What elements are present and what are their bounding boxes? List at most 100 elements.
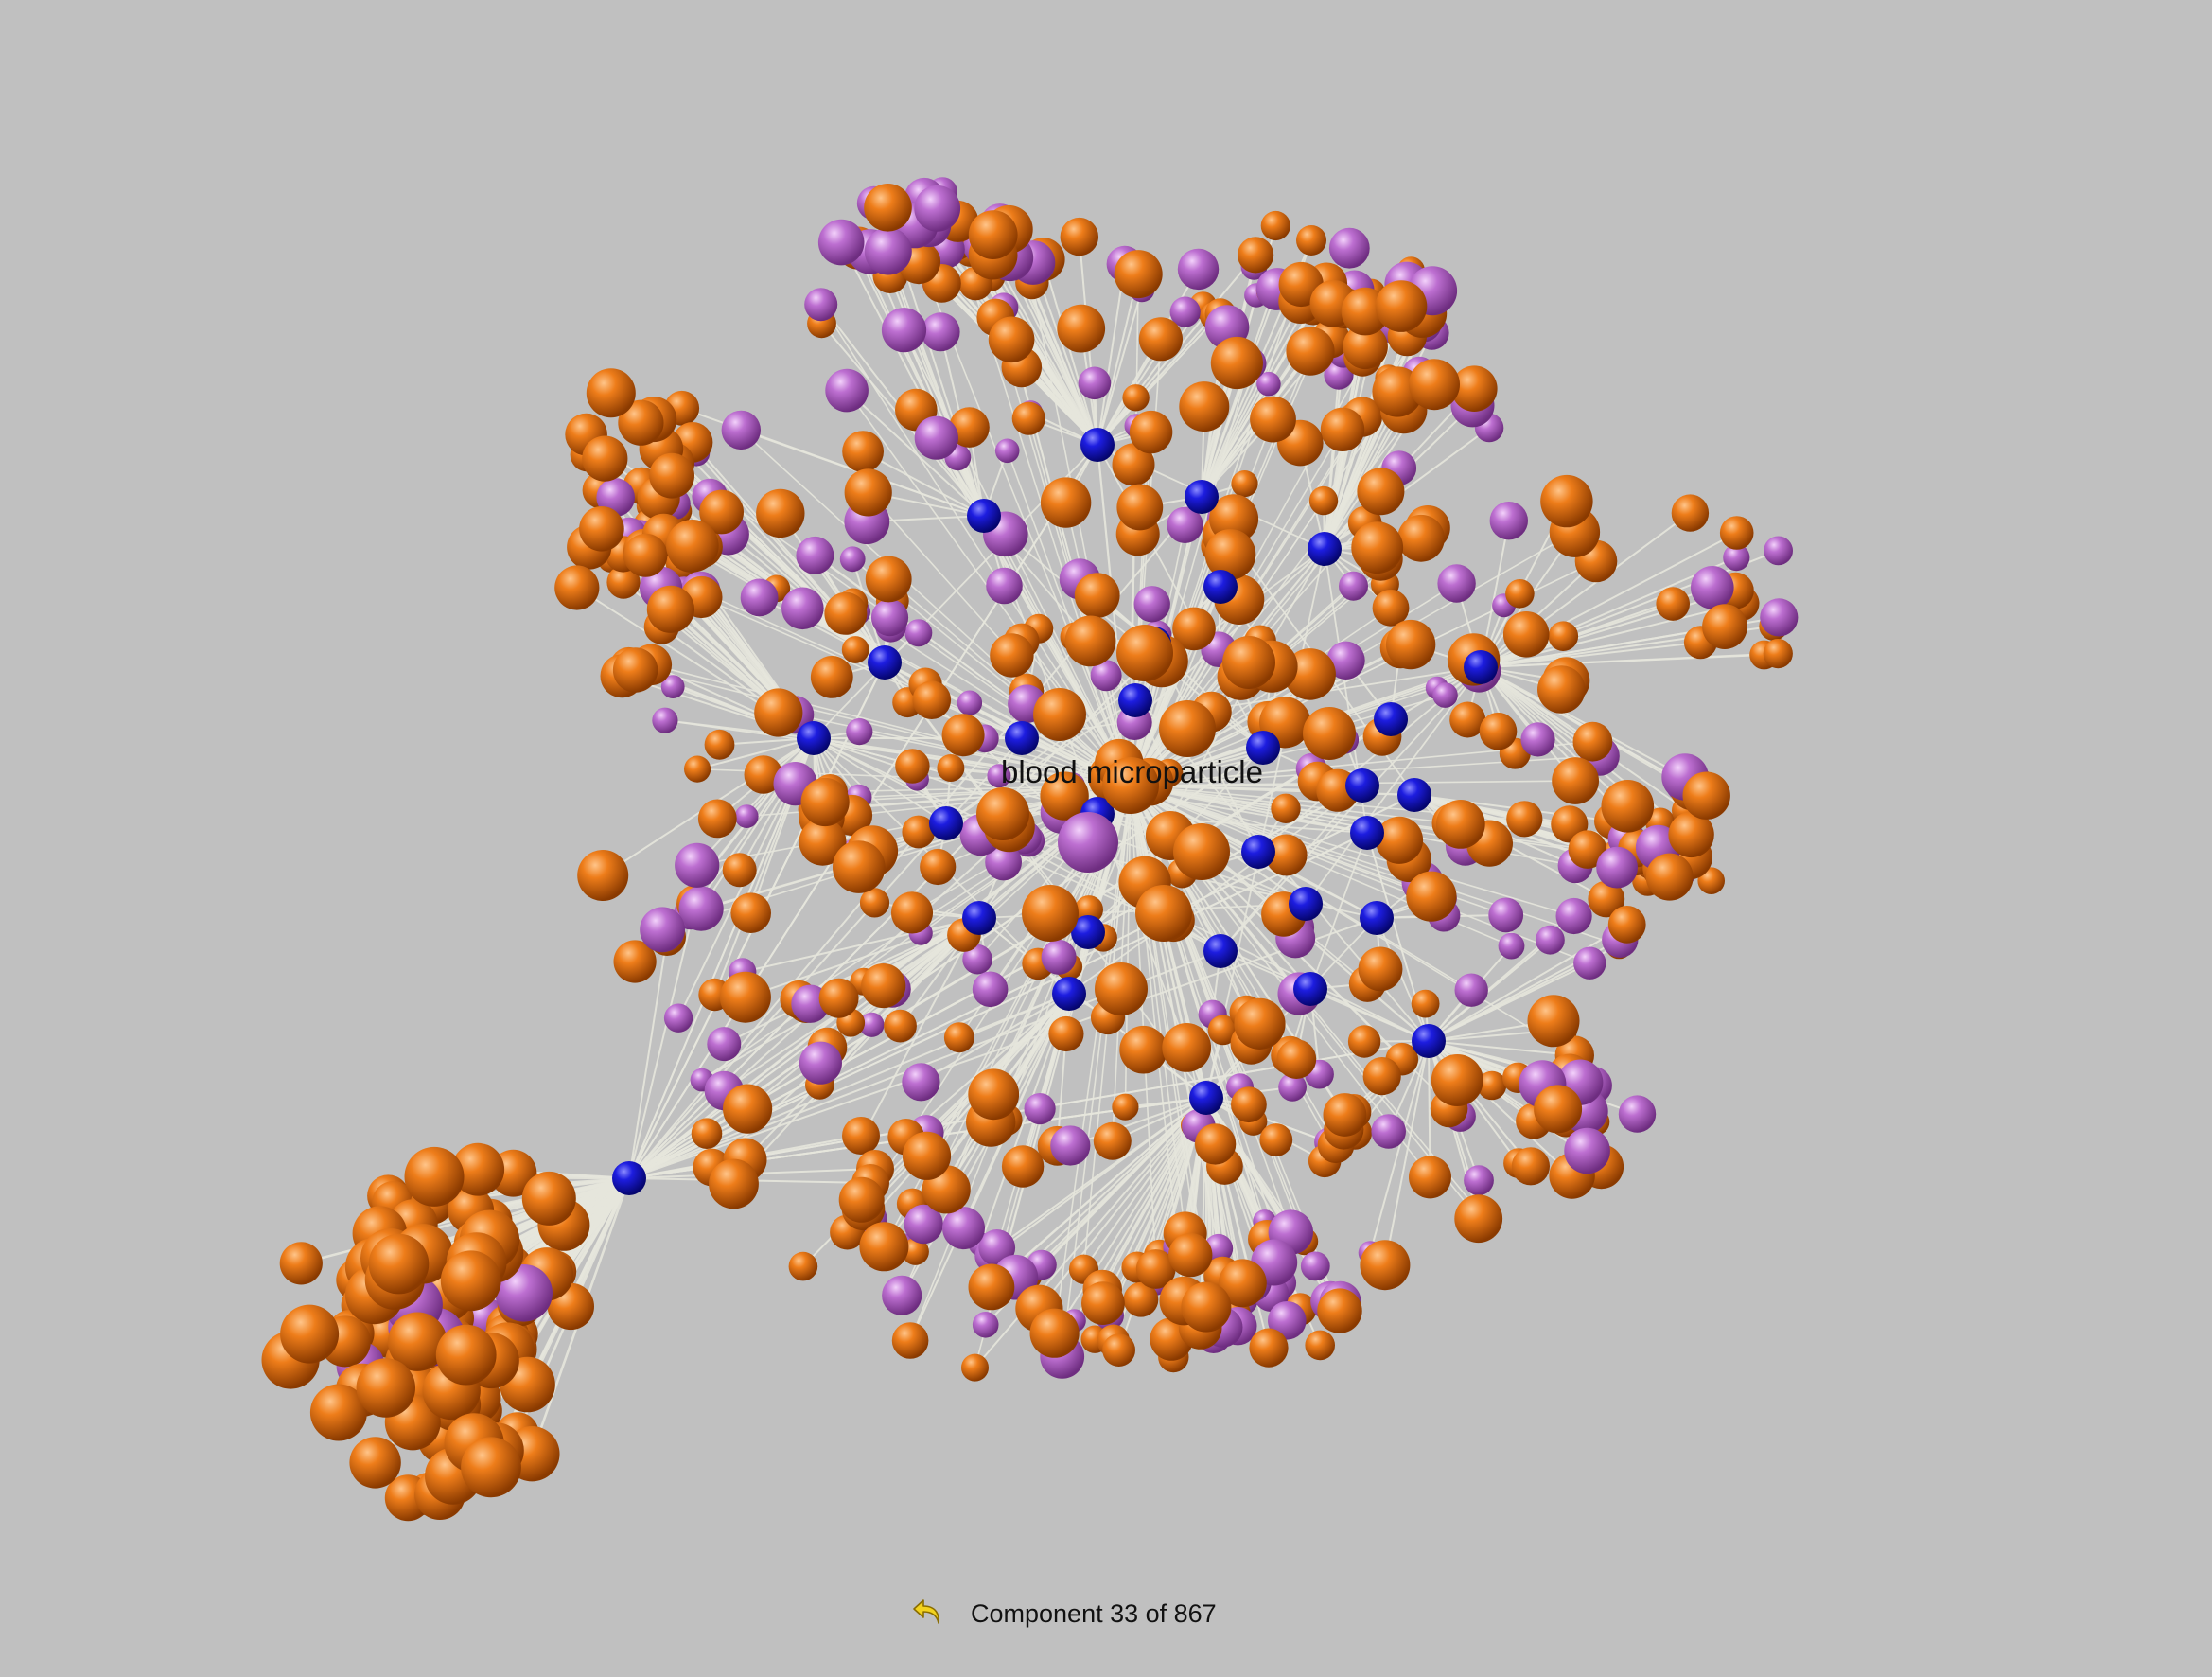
term-node[interactable] [870, 599, 909, 637]
protein-node[interactable] [1763, 639, 1793, 669]
protein-node[interactable] [902, 815, 936, 849]
hub-node[interactable] [1345, 768, 1379, 803]
protein-node[interactable] [1409, 1156, 1451, 1199]
hub-node[interactable] [1203, 570, 1238, 604]
term-node[interactable] [864, 227, 912, 275]
protein-node[interactable] [1276, 1039, 1317, 1079]
term-node[interactable] [1371, 1114, 1406, 1149]
protein-node[interactable] [1397, 514, 1445, 562]
term-node[interactable] [1564, 1127, 1610, 1174]
protein-node[interactable] [1179, 381, 1230, 432]
protein-node[interactable] [756, 488, 805, 538]
protein-node[interactable] [1305, 1330, 1335, 1361]
term-node[interactable] [1723, 544, 1750, 572]
protein-node[interactable] [937, 754, 965, 782]
protein-node[interactable] [1168, 1232, 1213, 1278]
term-node[interactable] [1464, 1165, 1494, 1196]
term-node[interactable] [1256, 371, 1281, 397]
back-button[interactable] [908, 1593, 950, 1634]
term-node[interactable] [804, 288, 838, 322]
protein-node[interactable] [833, 840, 886, 893]
term-node[interactable] [904, 619, 933, 647]
protein-node[interactable] [1022, 885, 1079, 942]
protein-node[interactable] [1265, 834, 1308, 876]
protein-node[interactable] [1162, 1023, 1212, 1072]
hub-node[interactable] [1118, 683, 1152, 717]
protein-node[interactable] [800, 777, 850, 827]
protein-node[interactable] [1271, 793, 1301, 823]
term-node[interactable] [957, 690, 983, 715]
protein-node[interactable] [1219, 1259, 1267, 1308]
term-node[interactable] [740, 578, 779, 617]
term-node[interactable] [675, 842, 720, 888]
protein-node[interactable] [1231, 470, 1258, 498]
protein-node[interactable] [1250, 396, 1296, 443]
protein-node[interactable] [865, 556, 912, 603]
protein-node[interactable] [1477, 1070, 1507, 1101]
protein-node[interactable] [1671, 494, 1710, 532]
protein-node[interactable] [356, 1358, 415, 1418]
protein-node[interactable] [579, 506, 624, 552]
protein-node[interactable] [646, 585, 695, 633]
protein-node[interactable] [1552, 757, 1599, 804]
protein-node[interactable] [990, 633, 1034, 678]
term-node[interactable] [1764, 536, 1793, 566]
protein-node[interactable] [1527, 995, 1580, 1048]
term-node[interactable] [962, 944, 992, 975]
term-node[interactable] [660, 675, 685, 698]
hub-node[interactable] [1397, 778, 1431, 812]
protein-node[interactable] [1259, 1123, 1293, 1156]
protein-node[interactable] [1548, 621, 1579, 651]
protein-node[interactable] [818, 978, 859, 1018]
protein-node[interactable] [1540, 474, 1593, 528]
protein-node[interactable] [754, 688, 803, 737]
term-node[interactable] [1520, 722, 1555, 757]
term-node[interactable] [796, 536, 834, 574]
term-node[interactable] [652, 707, 678, 733]
protein-node[interactable] [1411, 989, 1440, 1018]
term-node[interactable] [1573, 946, 1606, 980]
protein-node[interactable] [649, 452, 694, 499]
protein-node[interactable] [842, 431, 884, 472]
protein-node[interactable] [1102, 1333, 1135, 1367]
protein-node[interactable] [279, 1242, 323, 1285]
protein-node[interactable] [968, 210, 1018, 259]
protein-node[interactable] [1207, 1015, 1238, 1046]
protein-node[interactable] [1116, 625, 1173, 681]
term-node[interactable] [663, 1003, 693, 1033]
protein-node[interactable] [1435, 800, 1485, 849]
protein-node[interactable] [1449, 701, 1486, 738]
protein-node[interactable] [838, 1176, 885, 1223]
protein-node[interactable] [841, 636, 869, 663]
protein-node[interactable] [1534, 1085, 1583, 1134]
protein-node[interactable] [1308, 485, 1339, 516]
term-node[interactable] [859, 1012, 885, 1037]
hub-node[interactable] [1374, 702, 1408, 736]
protein-node[interactable] [1222, 636, 1275, 689]
protein-node[interactable] [1572, 721, 1613, 762]
protein-node[interactable] [1194, 1123, 1237, 1165]
term-node[interactable] [1167, 506, 1203, 543]
protein-node[interactable] [1138, 317, 1183, 362]
protein-node[interactable] [1719, 516, 1754, 550]
term-node[interactable] [707, 1027, 742, 1062]
protein-node[interactable] [1347, 1025, 1381, 1058]
protein-node[interactable] [1040, 771, 1089, 821]
protein-node[interactable] [1057, 304, 1106, 353]
protein-node[interactable] [1135, 885, 1192, 942]
protein-node[interactable] [1317, 1288, 1362, 1333]
hub-node[interactable] [1464, 650, 1498, 684]
protein-node[interactable] [618, 399, 664, 446]
term-node[interactable] [1177, 248, 1220, 291]
protein-node[interactable] [1231, 1086, 1267, 1123]
protein-node[interactable] [1064, 615, 1116, 667]
term-node[interactable] [921, 312, 960, 352]
protein-node[interactable] [1181, 1281, 1232, 1333]
protein-node[interactable] [1081, 1281, 1125, 1325]
protein-node[interactable] [920, 848, 957, 886]
protein-node[interactable] [891, 1322, 929, 1359]
protein-node[interactable] [1234, 997, 1286, 1050]
protein-node[interactable] [1431, 1054, 1483, 1106]
protein-node[interactable] [1074, 573, 1120, 618]
